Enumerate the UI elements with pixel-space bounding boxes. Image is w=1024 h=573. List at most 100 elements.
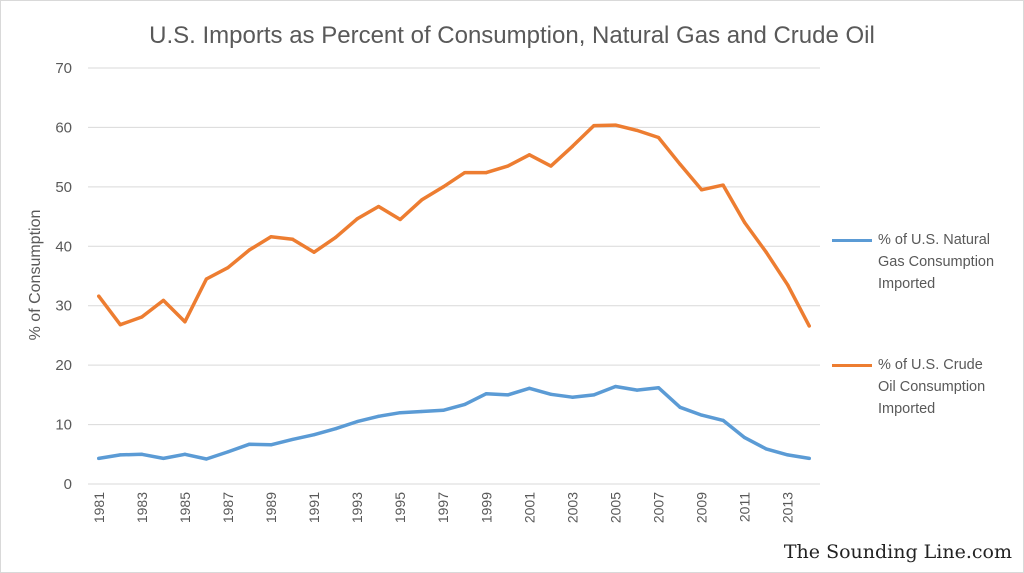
data-point (484, 170, 488, 175)
data-point (786, 283, 790, 287)
series-line (97, 123, 811, 328)
watermark: The Sounding Line.com (783, 541, 1012, 563)
data-point (183, 320, 187, 324)
data-point (441, 185, 445, 189)
x-tick-label: 1987 (220, 492, 236, 523)
data-point (118, 453, 122, 457)
x-tick-label: 2011 (737, 492, 753, 522)
data-point (118, 323, 122, 327)
chart-title: U.S. Imports as Percent of Consumption, … (149, 22, 875, 49)
data-point (420, 409, 424, 414)
data-point (699, 188, 704, 192)
legend-item-crude-oil: % of U.S. Crude Oil Consumption Imported (832, 354, 1012, 420)
data-point (97, 456, 101, 461)
data-point (269, 443, 273, 447)
series-lines (97, 123, 811, 461)
data-point (204, 277, 209, 281)
data-point (420, 198, 424, 202)
data-point (807, 456, 811, 461)
data-point (398, 217, 402, 222)
legend-label-line: Oil Consumption (878, 379, 986, 395)
x-tick-label: 1985 (177, 492, 193, 523)
legend-swatch-crude-oil (832, 364, 872, 367)
data-point (570, 144, 575, 149)
y-tick-label: 40 (55, 238, 72, 255)
legend-label-line: % of U.S. Crude (878, 357, 983, 373)
x-tick-label: 2013 (780, 492, 796, 523)
data-point (592, 124, 596, 128)
data-point (312, 250, 316, 254)
data-point (592, 393, 596, 397)
data-point (699, 413, 704, 417)
x-tick-labels: 1981 1983 1985 1987 1989 1991 1993 1995 1997 1999… (91, 492, 796, 523)
data-point (161, 456, 165, 461)
data-point (247, 248, 252, 252)
x-tick-label: 1997 (435, 492, 451, 523)
data-point (764, 447, 768, 451)
data-point (97, 294, 101, 298)
data-point (463, 402, 467, 406)
x-tick-label: 1983 (134, 492, 150, 523)
x-tick-label: 1993 (349, 492, 365, 523)
x-tick-label: 2001 (521, 492, 537, 523)
x-tick-label: 1999 (478, 492, 494, 523)
data-point (807, 324, 811, 328)
data-point (140, 315, 144, 319)
data-point (269, 235, 273, 239)
data-point (635, 128, 639, 132)
y-tick-label: 0 (64, 476, 72, 493)
legend-label-line: Gas Consumption (878, 254, 995, 270)
data-point (721, 183, 725, 187)
series-natural-gas (97, 384, 811, 461)
data-point (312, 433, 316, 437)
data-point (743, 220, 747, 225)
series-crude-oil (97, 123, 811, 328)
legend-swatch-natural-gas (832, 239, 872, 242)
data-point (484, 392, 488, 396)
data-point (333, 427, 338, 431)
y-tick-label: 60 (55, 119, 72, 136)
data-point (247, 442, 252, 446)
data-point (613, 384, 618, 389)
x-tick-label: 2007 (651, 492, 667, 523)
y-axis-label: % of Consumption (27, 210, 44, 341)
data-point (333, 235, 338, 239)
data-point (355, 217, 359, 221)
legend-label-line: Imported (878, 276, 936, 292)
data-point (290, 437, 295, 442)
gridlines (88, 67, 820, 485)
data-point (678, 405, 682, 409)
data-point (527, 153, 531, 157)
data-point (613, 123, 618, 127)
x-tick-label: 1995 (392, 492, 408, 523)
x-tick-label: 1991 (306, 492, 322, 523)
data-point (549, 392, 553, 396)
data-point (786, 453, 790, 457)
data-point (377, 204, 381, 209)
data-point (355, 420, 359, 424)
x-tick-label: 1989 (263, 492, 279, 523)
x-tick-label: 2005 (607, 492, 623, 523)
data-point (570, 395, 575, 399)
y-tick-label: 70 (55, 60, 72, 77)
data-point (290, 237, 295, 241)
data-point (721, 418, 725, 423)
data-point (226, 266, 230, 270)
data-point (506, 164, 510, 168)
legend-label-line: % of U.S. Natural (878, 232, 991, 248)
data-point (398, 411, 402, 415)
x-tick-label: 2009 (694, 492, 710, 523)
y-tick-label: 30 (55, 298, 72, 315)
legend-label-line: Imported (878, 401, 936, 417)
data-point (441, 408, 445, 412)
data-point (140, 452, 144, 456)
data-point (527, 386, 531, 390)
x-tick-label: 2003 (564, 492, 580, 523)
data-point (161, 298, 165, 302)
y-tick-label: 50 (55, 179, 72, 196)
data-point (549, 164, 553, 168)
data-point (463, 170, 467, 175)
series-line (97, 384, 811, 461)
